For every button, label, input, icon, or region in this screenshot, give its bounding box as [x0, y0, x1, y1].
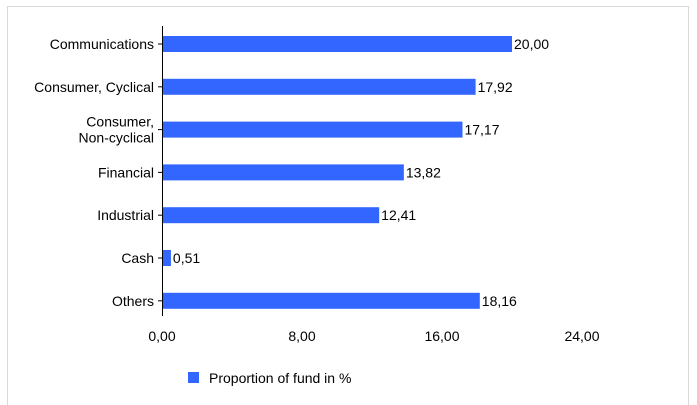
legend-label: Proportion of fund in % — [209, 370, 351, 386]
category-label-2: Consumer, Non-cyclical — [79, 114, 154, 146]
bar-4 — [162, 207, 380, 224]
x-tick-label-0: 0,00 — [148, 328, 175, 344]
category-label-1: Consumer, Cyclical — [34, 79, 154, 95]
value-label-0: 20,00 — [514, 36, 549, 52]
bar-2 — [162, 121, 463, 138]
x-tick-label-2: 16,00 — [424, 328, 459, 344]
category-label-6: Others — [112, 293, 154, 309]
bar-5 — [162, 250, 171, 266]
category-label-0: Communications — [50, 36, 154, 52]
bar-3 — [162, 164, 404, 181]
plot-area: Communications 20,00 Consumer, Cyclical 17,… — [34, 26, 600, 344]
legend: Proportion of fund in % — [188, 370, 351, 386]
bar-0 — [162, 36, 512, 52]
value-label-1: 17,92 — [478, 79, 513, 95]
x-tick-label-1: 8,00 — [288, 328, 315, 344]
value-label-5: 0,51 — [173, 250, 200, 266]
legend-swatch — [188, 372, 199, 383]
category-label-3: Financial — [98, 164, 154, 180]
value-label-6: 18,16 — [482, 293, 517, 309]
bar-1 — [162, 78, 476, 95]
bar-6 — [162, 292, 480, 309]
value-label-4: 12,41 — [381, 207, 416, 223]
x-tick-label-3: 24,00 — [564, 328, 599, 344]
chart-frame — [7, 6, 689, 405]
category-label-4: Industrial — [97, 207, 154, 223]
value-label-3: 13,82 — [406, 164, 441, 180]
category-label-5: Cash — [121, 250, 154, 266]
value-label-2: 17,17 — [464, 122, 499, 138]
